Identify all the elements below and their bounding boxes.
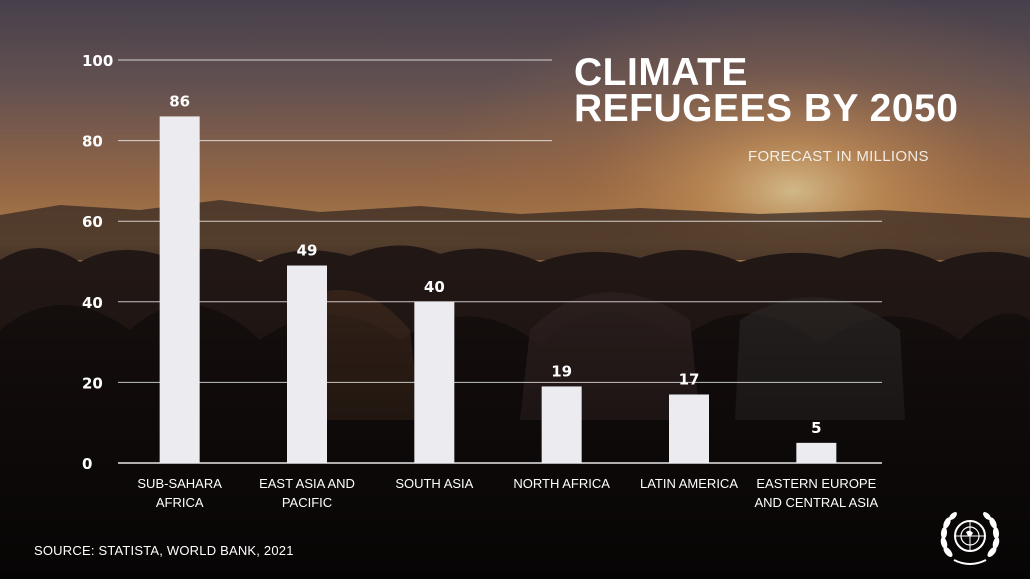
category-label: SUB-SAHARA <box>137 476 222 491</box>
data-labels: 86 49 40 19 17 5 <box>169 92 821 436</box>
y-tick-label: 0 <box>82 455 92 473</box>
y-tick-label: 60 <box>82 213 103 231</box>
united-nations-emblem-icon <box>940 512 1000 565</box>
category-label: AND CENTRAL ASIA <box>754 495 878 510</box>
chart-title: CLIMATE REFUGEES BY 2050 <box>574 51 974 130</box>
bar <box>159 116 200 464</box>
source-note: SOURCE: STATISTA, WORLD BANK, 2021 <box>34 543 294 558</box>
title-line-2: REFUGEES BY 2050 <box>574 87 959 130</box>
bar <box>287 265 327 463</box>
y-tick-label: 40 <box>82 294 103 312</box>
data-label: 19 <box>551 362 572 380</box>
data-label: 5 <box>811 419 821 437</box>
category-label: LATIN AMERICA <box>640 476 738 491</box>
y-axis-ticks: 0 20 40 60 80 100 <box>82 52 113 473</box>
bar <box>669 394 709 463</box>
category-label: AFRICA <box>156 495 204 510</box>
y-tick-label: 100 <box>82 52 113 70</box>
y-tick-label: 80 <box>82 133 103 151</box>
category-labels: SUB-SAHARA AFRICA EAST ASIA AND PACIFIC SOUT… <box>137 476 878 510</box>
y-tick-label: 20 <box>82 374 103 392</box>
title-line-1: CLIMATE <box>574 51 748 94</box>
data-label: 40 <box>424 278 445 296</box>
category-label: SOUTH ASIA <box>395 476 473 491</box>
data-label: 86 <box>169 92 190 110</box>
category-label: EAST ASIA AND <box>259 476 355 491</box>
bar <box>541 386 582 463</box>
category-label: EASTERN EUROPE <box>756 476 876 491</box>
bar <box>796 442 837 463</box>
data-label: 17 <box>679 370 700 388</box>
chart-subtitle: FORECAST IN MILLIONS <box>748 148 929 165</box>
category-label: NORTH AFRICA <box>513 476 610 491</box>
category-label: PACIFIC <box>282 495 332 510</box>
bar <box>414 301 455 463</box>
bars <box>159 116 837 464</box>
data-label: 49 <box>297 242 318 260</box>
